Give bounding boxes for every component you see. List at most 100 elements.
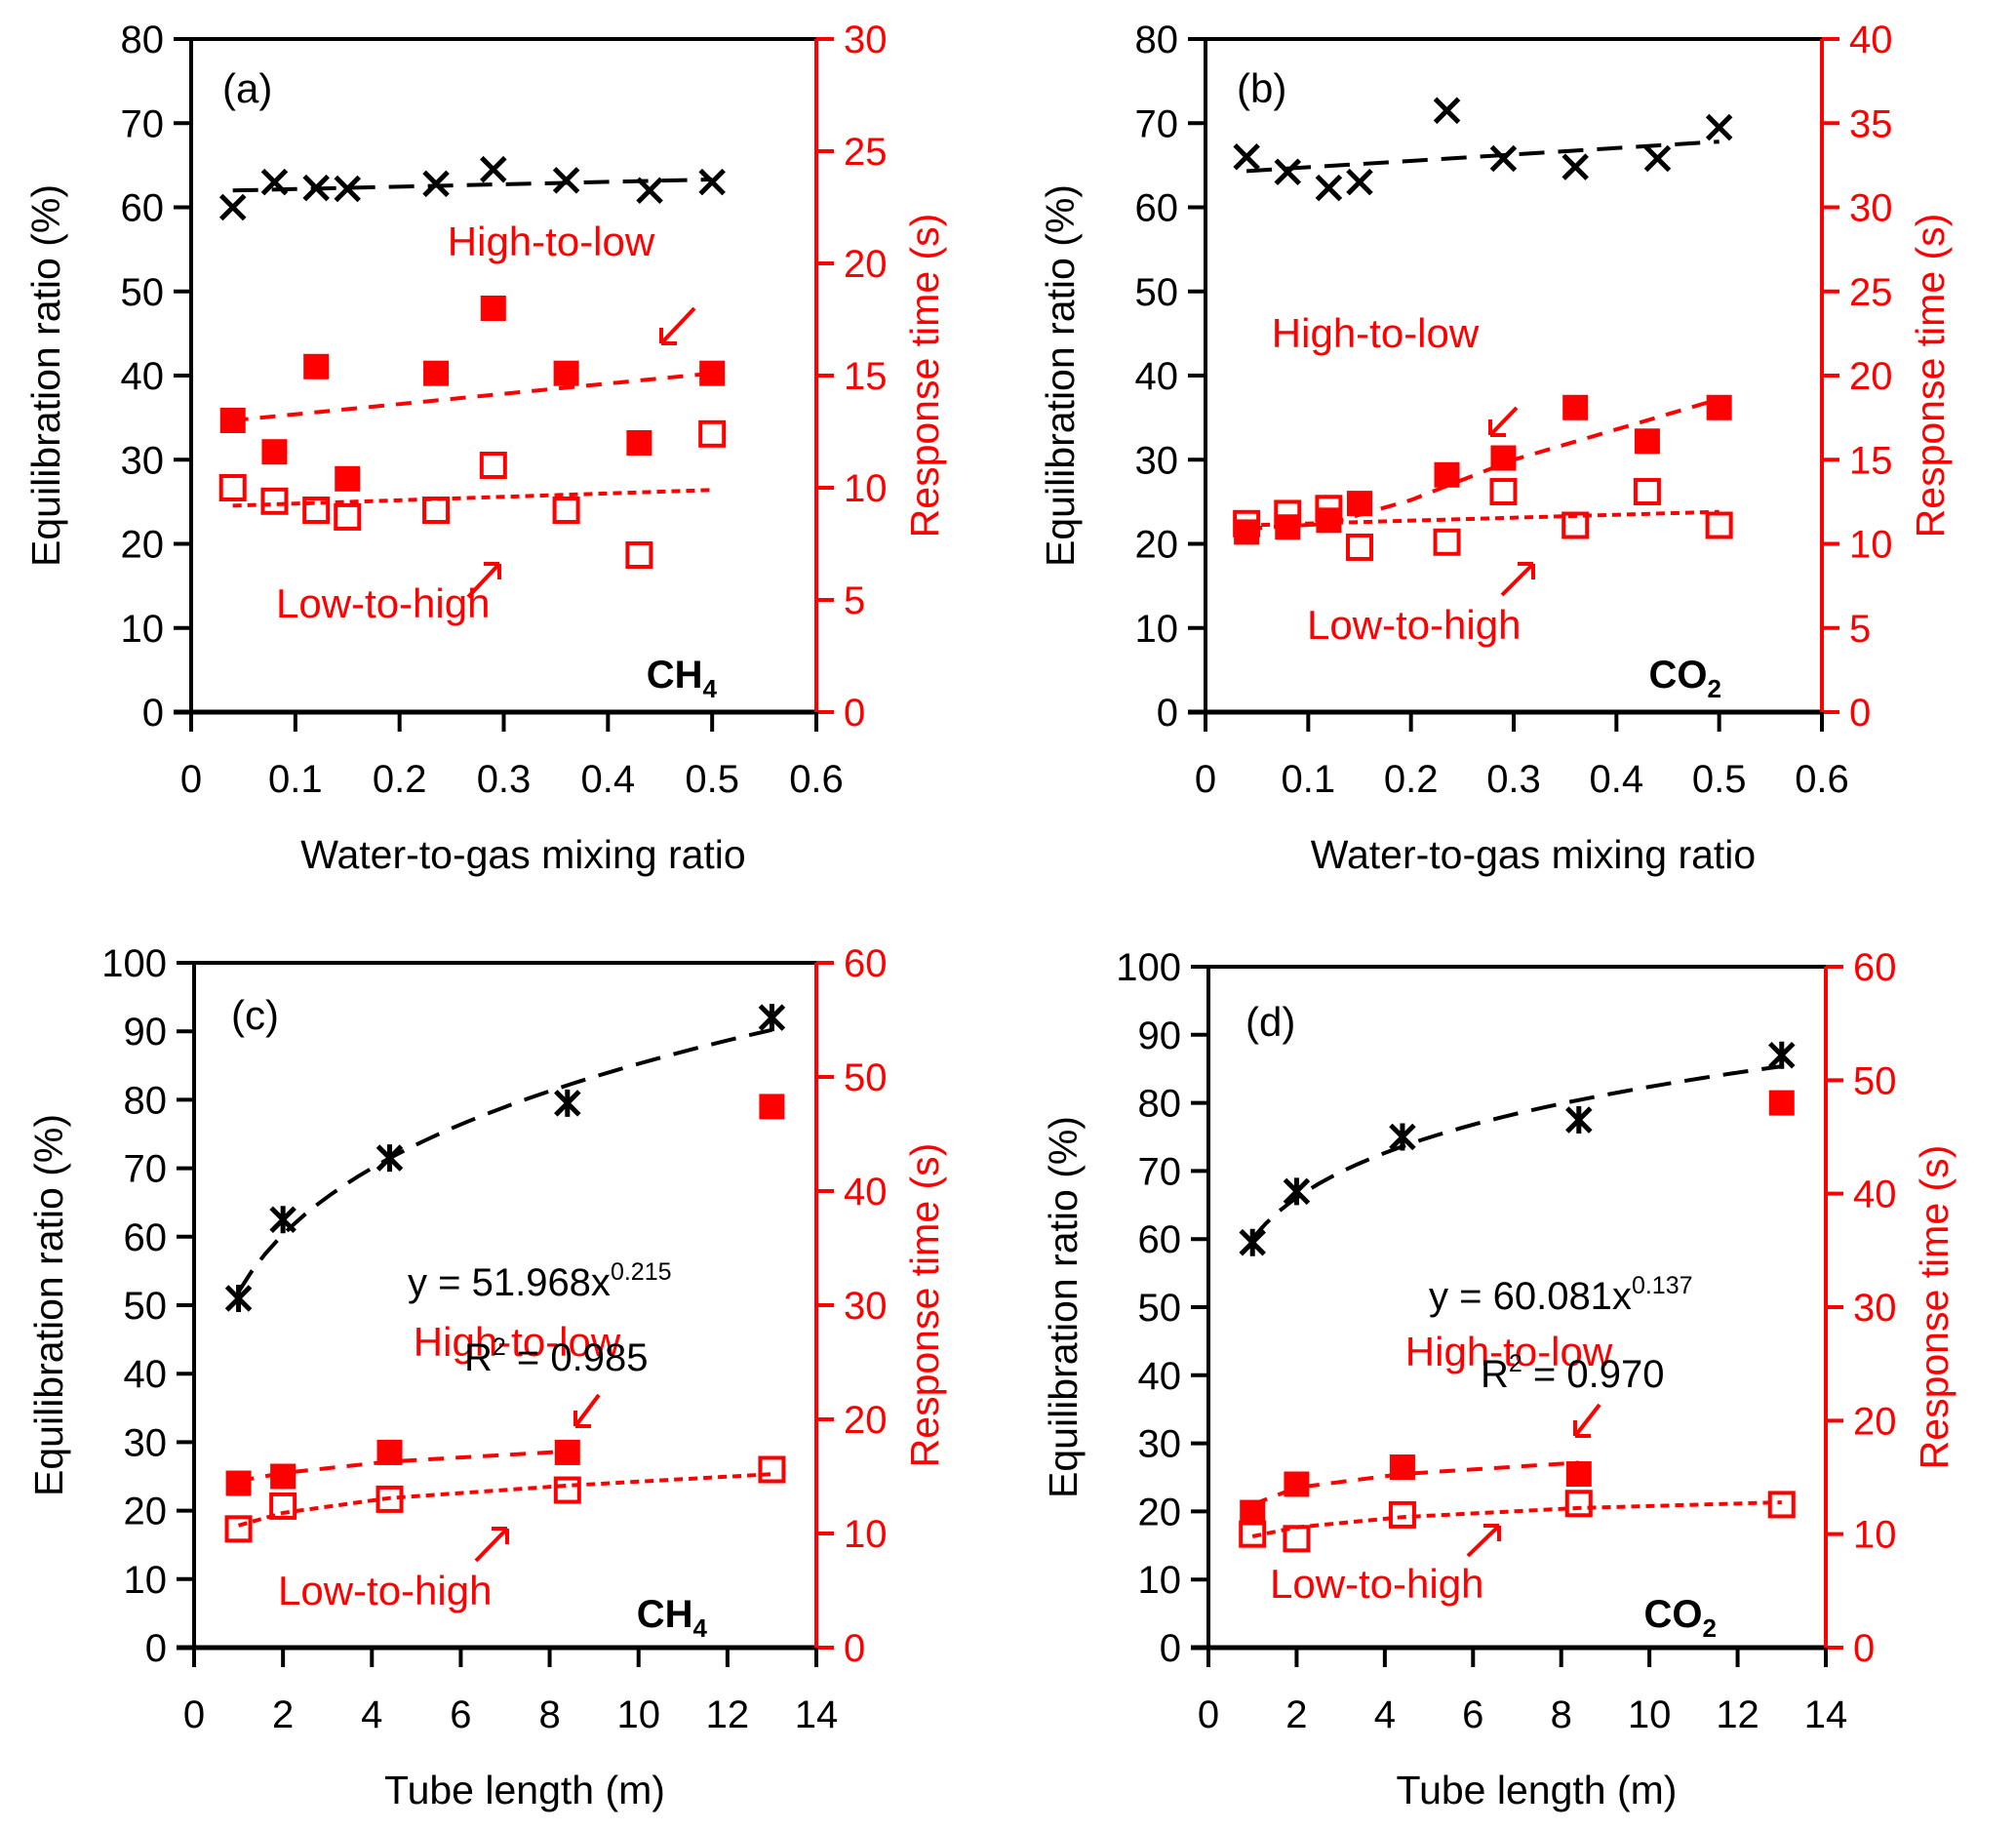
data-point-open-square — [269, 1492, 297, 1520]
x-tick-label: 2 — [272, 1693, 294, 1736]
data-point-asterisk — [1283, 1177, 1311, 1206]
left-y-tick-label: 50 — [1138, 1287, 1182, 1330]
data-point-filled-square — [1562, 394, 1589, 420]
data-point-x — [218, 193, 247, 221]
data-point-filled-square — [270, 1463, 296, 1490]
data-point-x — [698, 168, 726, 196]
data-point-filled-square — [1347, 491, 1372, 517]
trend-line — [1246, 509, 1720, 528]
left-y-tick-label: 10 — [121, 608, 165, 651]
x-tick-label: 0.2 — [373, 758, 427, 801]
fit-r-squared: R2 = 0.985 — [464, 1333, 648, 1379]
x-tick-label: 10 — [616, 1693, 660, 1736]
left-y-tick-label: 40 — [121, 355, 165, 398]
data-point-filled-square — [1565, 1461, 1592, 1488]
right-y-tick-label: 30 — [844, 1285, 888, 1328]
data-point-filled-square — [225, 1470, 252, 1496]
trend-line — [1245, 139, 1720, 174]
trend-line — [1250, 1064, 1783, 1240]
data-point-filled-square — [376, 1439, 403, 1465]
series-high-to-low — [219, 296, 726, 492]
data-point-x — [334, 175, 362, 203]
data-point-x — [302, 174, 330, 202]
left-y-tick-label: 60 — [1138, 1218, 1182, 1261]
data-point-filled-square — [1490, 445, 1517, 471]
x-tick-label: 4 — [361, 1693, 382, 1736]
data-point-asterisk — [1768, 1041, 1796, 1069]
data-point-open-square — [260, 487, 289, 515]
data-point-x — [480, 155, 507, 183]
right-y-tick-label: 10 — [1849, 524, 1893, 567]
low-to-high-arrow-icon — [1500, 562, 1535, 597]
x-tick-label: 14 — [1804, 1693, 1848, 1736]
panel-a: 0 10 20 30 40 50 60 70 80 0 5 10 15 20 25 30 0 0.1 0.2 0.3 0… — [23, 19, 947, 877]
right-y-tick-label: 5 — [1849, 608, 1871, 651]
data-point-x — [1433, 97, 1461, 125]
right-y-tick-label: 30 — [1853, 1287, 1897, 1330]
right-y-axis-label: Response time (s) — [1912, 1145, 1957, 1470]
right-y-tick-label: 20 — [844, 1399, 888, 1442]
data-point-x — [1233, 142, 1260, 171]
x-tick-label: 0.3 — [1486, 758, 1541, 801]
data-point-asterisk — [1565, 1106, 1593, 1134]
left-y-tick-label: 0 — [1160, 1627, 1181, 1670]
data-point-open-square — [552, 497, 580, 524]
high-to-low-arrow-icon — [659, 306, 696, 345]
data-point-open-square — [1561, 511, 1590, 539]
right-y-tick-label: 30 — [844, 19, 888, 61]
data-point-asterisk — [1239, 1228, 1266, 1256]
x-tick-label: 4 — [1374, 1693, 1396, 1736]
high-to-low-label: High-to-low — [448, 219, 655, 264]
right-y-tick-label: 50 — [1853, 1059, 1897, 1102]
data-point-filled-square — [1768, 1090, 1795, 1116]
x-tick-label: 0.4 — [1590, 758, 1644, 801]
data-point-filled-square — [759, 1094, 785, 1120]
left-y-tick-label: 40 — [124, 1353, 168, 1396]
data-point-filled-square — [1389, 1454, 1415, 1481]
right-y-tick-label: 20 — [844, 243, 888, 286]
data-point-x — [1643, 144, 1672, 173]
fit-equation: y = 51.968x0.215 — [408, 1258, 672, 1304]
data-point-open-square — [479, 452, 507, 479]
data-point-x — [636, 177, 663, 205]
trend-line — [232, 488, 713, 508]
data-point-x — [1561, 153, 1589, 180]
left-y-tick-label: 0 — [142, 692, 164, 735]
r-squared-label: R — [1481, 1353, 1509, 1396]
low-to-high-label: Low-to-high — [278, 1568, 492, 1613]
left-y-tick-label: 70 — [121, 102, 165, 145]
data-point-x — [260, 168, 289, 196]
data-point-filled-square — [554, 1439, 580, 1465]
data-point-open-square — [376, 1485, 404, 1513]
data-point-x — [1274, 158, 1302, 186]
left-y-tick-label: 20 — [1135, 524, 1179, 567]
data-point-open-square — [1705, 511, 1733, 539]
right-y-tick-label: 0 — [844, 1627, 865, 1670]
left-y-tick-label: 90 — [124, 1011, 168, 1054]
low-to-high-arrow-icon — [1466, 1524, 1501, 1558]
left-y-tick-label: 60 — [124, 1216, 168, 1259]
right-y-tick-label: 0 — [844, 692, 865, 735]
left-y-axis-label: Equilibration ratio (%) — [23, 184, 68, 567]
left-y-tick-label: 40 — [1135, 355, 1179, 398]
left-y-tick-label: 20 — [121, 524, 165, 567]
x-tick-label: 0 — [1198, 1693, 1219, 1736]
data-point-asterisk — [554, 1089, 581, 1117]
data-point-x — [1315, 174, 1343, 202]
data-point-open-square — [224, 1515, 253, 1543]
right-y-tick-label: 15 — [1849, 439, 1893, 482]
left-y-tick-label: 10 — [1135, 608, 1179, 651]
x-tick-label: 0 — [180, 758, 202, 801]
data-point-open-square — [1315, 495, 1343, 523]
data-point-x — [1346, 168, 1373, 196]
high-to-low-label: High-to-low — [1405, 1329, 1613, 1374]
x-tick-label: 0 — [183, 1693, 205, 1736]
trend-line — [238, 1472, 772, 1528]
gas-subscript: 2 — [1703, 1613, 1717, 1643]
data-point-filled-square — [480, 296, 506, 321]
data-point-open-square — [1433, 528, 1461, 556]
x-tick-label: 2 — [1285, 1693, 1307, 1736]
left-y-tick-label: 20 — [124, 1491, 168, 1533]
fit-equation: y = 60.081x0.137 — [1429, 1272, 1693, 1318]
data-point-x — [1705, 113, 1733, 141]
